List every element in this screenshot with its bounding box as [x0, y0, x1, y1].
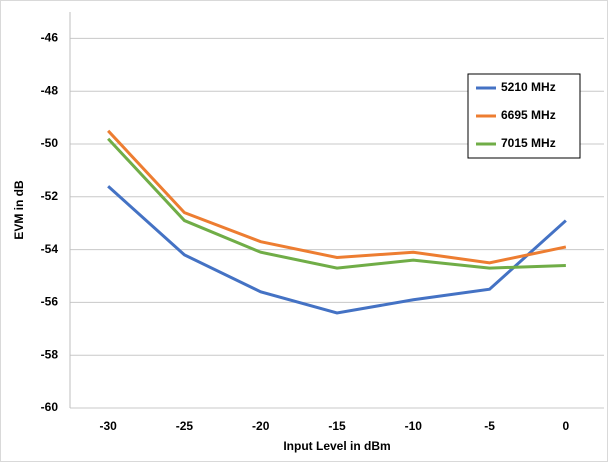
series-line [107, 129, 567, 265]
y-tick-label: -54 [41, 242, 59, 256]
y-tick-label: -56 [41, 295, 59, 309]
x-tick-label: -15 [328, 419, 346, 433]
x-axis-title: Input Level in dBm [283, 439, 390, 453]
x-tick-label: -25 [176, 419, 194, 433]
series-line [107, 137, 566, 270]
x-tick-label: -20 [252, 419, 270, 433]
x-tick-label: 0 [563, 419, 570, 433]
y-tick-label: -52 [41, 189, 59, 203]
series-line [107, 185, 567, 315]
y-tick-label: -60 [41, 400, 59, 414]
legend-label: 7015 MHz [501, 136, 556, 150]
y-axis-title: EVM in dB [12, 180, 26, 240]
x-tick-label: -5 [484, 419, 495, 433]
y-tick-label: -50 [41, 136, 59, 150]
y-tick-label: -48 [41, 83, 59, 97]
legend-label: 5210 MHz [501, 80, 556, 94]
y-tick-label: -58 [41, 347, 59, 361]
legend-label: 6695 MHz [501, 108, 556, 122]
x-tick-label: -30 [99, 419, 117, 433]
x-tick-label: -10 [405, 419, 423, 433]
y-tick-label: -46 [41, 31, 59, 45]
